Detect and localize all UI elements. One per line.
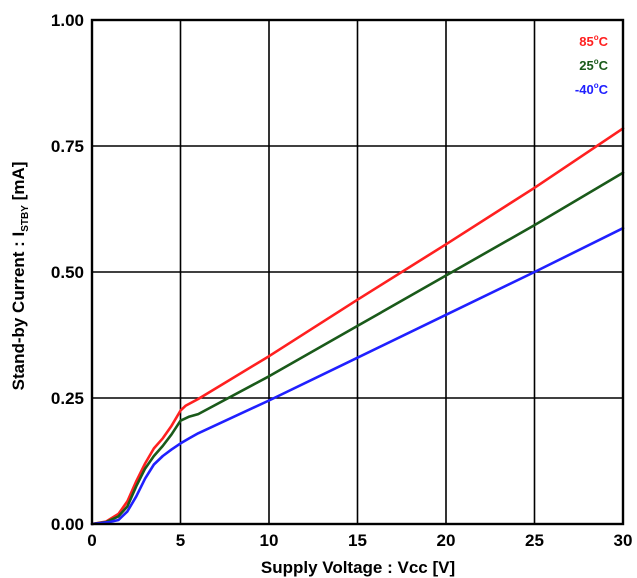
y-tick-label: 0.75: [51, 137, 84, 156]
y-axis-label: Stand-by Current : ISTBY [mA]: [9, 162, 31, 391]
x-tick-label: 25: [525, 531, 544, 550]
x-tick-label: 20: [437, 531, 456, 550]
y-tick-label: 1.00: [51, 11, 84, 30]
x-tick-labels: 0 5 10 15 20 25 30: [87, 531, 632, 550]
legend-entry-0: 85oC: [579, 33, 608, 49]
legend-entry-2: -40oC: [575, 81, 609, 97]
y-tick-label: 0.25: [51, 389, 84, 408]
y-tick-label: 0.00: [51, 515, 84, 534]
series-line-0: [90, 127, 625, 526]
legend: 85oC 25oC -40oC: [575, 33, 609, 97]
y-axis-label-main: Stand-by Current : I: [9, 232, 28, 391]
series-group: [90, 127, 625, 526]
x-tick-label: 0: [87, 531, 96, 550]
y-axis-label-unit: [mA]: [9, 162, 28, 205]
x-axis-label: Supply Voltage : Vcc [V]: [261, 558, 455, 577]
series-line-2: [90, 226, 625, 526]
series-line-1: [90, 171, 625, 526]
y-axis-label-subscript: STBY: [20, 205, 31, 232]
plot-frame: [90, 18, 625, 526]
x-tick-label: 30: [614, 531, 633, 550]
x-tick-label: 10: [260, 531, 279, 550]
x-tick-label: 5: [176, 531, 185, 550]
y-tick-label: 0.50: [51, 263, 84, 282]
legend-entry-1: 25oC: [579, 57, 608, 73]
x-tick-label: 15: [348, 531, 367, 550]
y-tick-labels: 0.00 0.25 0.50 0.75 1.00: [51, 11, 84, 534]
